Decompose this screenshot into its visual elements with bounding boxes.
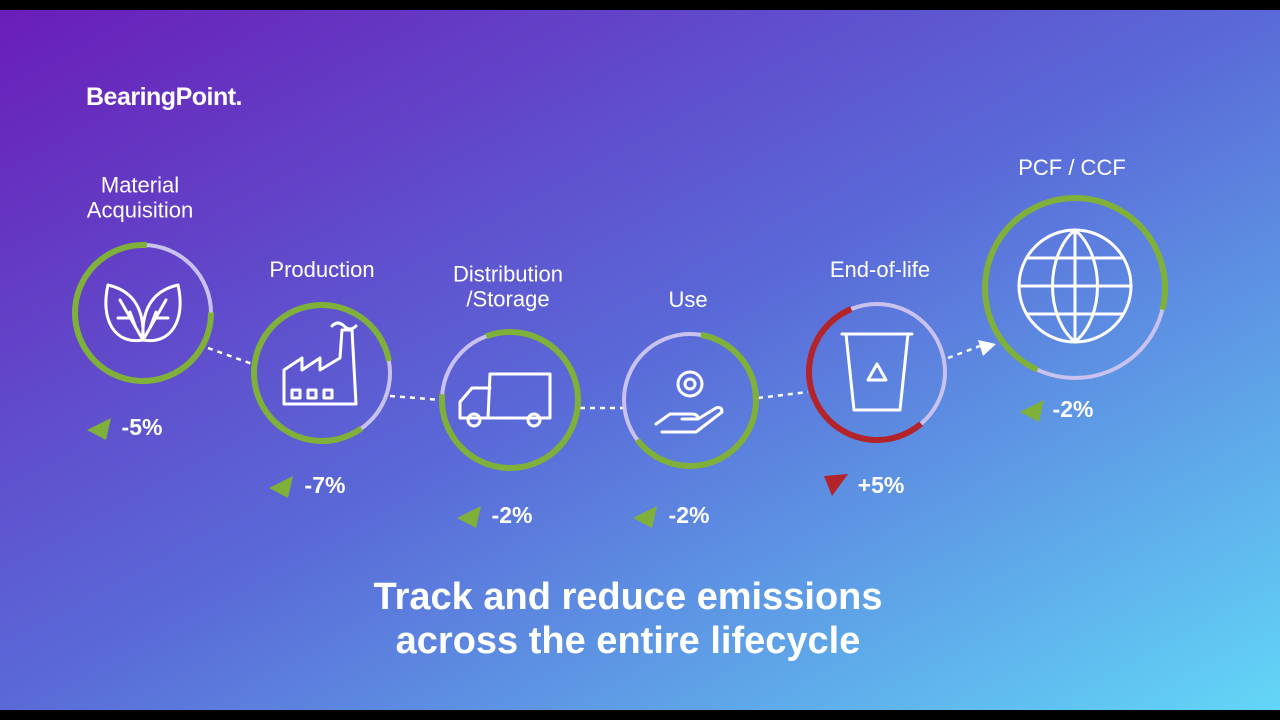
stage-change: -7% [305,472,346,498]
factory-icon [282,321,358,406]
leaf-icon [104,283,182,343]
stage: PCF / CCF -2% [982,155,1168,422]
stage-change: -2% [492,502,533,528]
stage-label: Distribution/Storage [453,261,563,311]
trend-down [1020,400,1044,422]
connector [207,346,256,367]
stage-label: Material Acquisition [87,172,193,222]
stage: End-of-life +5% [806,257,948,498]
trend-down [87,418,111,440]
connectors [207,340,996,410]
stage-label: End-of-life [830,257,930,282]
connector-arrow [978,340,996,356]
recycle-bin-icon [840,332,914,412]
connector [757,390,809,400]
ring-progress [72,242,214,384]
trend-up [824,474,848,496]
background [0,10,1280,710]
truck-icon [458,372,552,428]
connector [389,394,443,402]
trend-down [269,476,293,498]
trend-down [457,506,481,528]
stage-change: -2% [1053,396,1094,422]
globe-icon [1017,228,1133,344]
stage: Production -7% [251,257,393,498]
trend-down [633,506,657,528]
stage: Material Acquisition -5% [72,172,214,440]
stage-label: Use [668,287,707,312]
stage-label: Production [269,257,374,282]
stage-change: -2% [669,502,710,528]
hand-gear-icon [654,370,724,434]
ring-progress [982,195,1168,381]
stage: Distribution/Storage -2% [439,261,581,528]
stage-label: PCF / CCF [1018,155,1126,180]
ring-progress [439,329,581,471]
stage-change: -5% [122,414,163,440]
stage-change: +5% [858,472,905,498]
tagline: Track and reduce emissions across the ent… [373,576,882,662]
brand-logo: BearingPoint. [86,83,242,111]
ring-progress [806,301,948,443]
stage: Use -2% [621,287,759,528]
ring-progress [251,302,393,444]
